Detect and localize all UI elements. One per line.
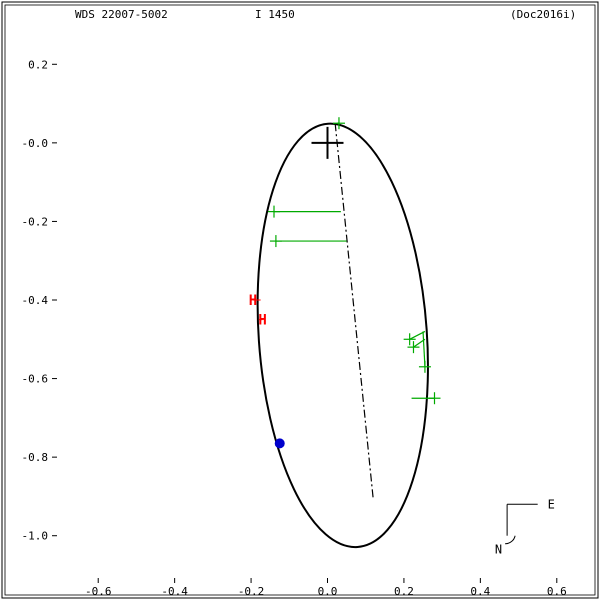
obs-h-marker: H [249, 293, 257, 309]
orbit-ellipse [244, 118, 441, 553]
title-right: (Doc2016i) [510, 8, 576, 21]
outer-border-2 [5, 5, 595, 595]
title-left: WDS 22007-5002 [75, 8, 168, 21]
y-tick-label: 0.2 [28, 58, 48, 71]
orbit-chart: WDS 22007-5002 I 1450 (Doc2016i) -0.6 -0.4 -0… [0, 0, 600, 600]
x-tick-label: 0.2 [394, 585, 414, 598]
epoch-dot [275, 438, 285, 448]
compass-arc [505, 536, 515, 544]
outer-border [2, 2, 598, 598]
x-tick-label: 0.6 [547, 585, 567, 598]
nodes-line [335, 123, 373, 500]
y-tick-label: -1.0 [22, 530, 49, 543]
y-tick-label: -0.8 [22, 451, 49, 464]
x-tick-label: -0.4 [161, 585, 188, 598]
y-tick-label: -0.6 [22, 373, 49, 386]
obs-h-marker: H [258, 313, 266, 329]
x-tick-label: -0.2 [238, 585, 265, 598]
compass-e-label: E [548, 497, 555, 511]
y-tick-label: -0.2 [22, 215, 49, 228]
chart-container: WDS 22007-5002 I 1450 (Doc2016i) -0.6 -0.4 -0… [0, 0, 600, 600]
y-tick-label: -0.0 [22, 137, 49, 150]
x-tick-label: 0.0 [318, 585, 338, 598]
x-tick-label: 0.4 [470, 585, 490, 598]
x-tick-label: -0.6 [85, 585, 112, 598]
title-center: I 1450 [255, 8, 295, 21]
compass-n-label: N [495, 543, 502, 557]
y-tick-label: -0.4 [22, 294, 49, 307]
